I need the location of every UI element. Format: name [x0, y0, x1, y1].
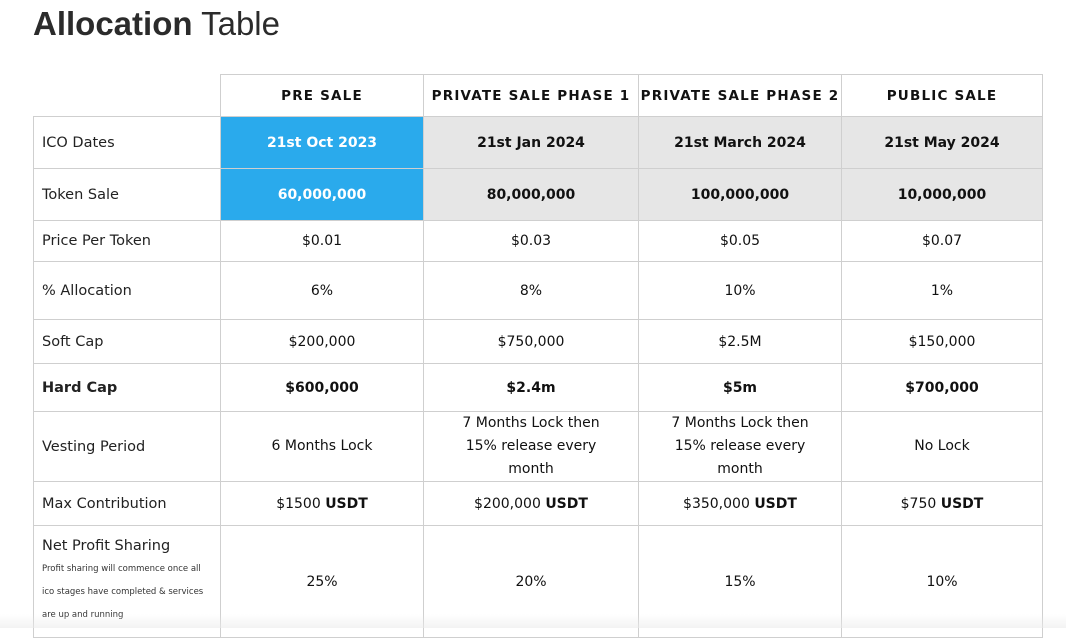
ico-date-cell: 21st May 2024	[841, 116, 1043, 169]
row-label: Hard Cap	[33, 363, 221, 412]
currency-unit: USDT	[940, 495, 984, 512]
price-cell: $0.05	[638, 220, 842, 262]
vesting-cell: 6 Months Lock	[220, 411, 424, 482]
max-contribution-cell: $1500 USDT	[220, 481, 424, 526]
table-row-max-contribution: Max Contribution $1500 USDT $200,000 USD…	[33, 481, 1043, 526]
hard-cap-cell: $5m	[638, 363, 842, 412]
currency-unit: USDT	[545, 495, 588, 512]
phase-header-private-1: PRIVATE SALE PHASE 1	[423, 74, 639, 117]
page-title: Allocation Table	[33, 4, 280, 44]
soft-cap-cell: $150,000	[841, 319, 1043, 364]
table-row-net-profit-sharing: Net Profit Sharing Profit sharing will c…	[33, 525, 1043, 638]
vesting-cell: 7 Months Lock then 15% release every mon…	[423, 411, 639, 482]
header-row: PRE SALE PRIVATE SALE PHASE 1 PRIVATE SA…	[33, 74, 1043, 117]
allocation-cell: 6%	[220, 261, 424, 320]
table-row-soft-cap: Soft Cap $200,000 $750,000 $2.5M $150,00…	[33, 319, 1043, 364]
ico-date-cell: 21st Oct 2023	[220, 116, 424, 169]
phase-header-pre-sale: PRE SALE	[220, 74, 424, 117]
token-sale-cell: 80,000,000	[423, 168, 639, 221]
hard-cap-cell: $2.4m	[423, 363, 639, 412]
net-profit-cell: 15%	[638, 525, 842, 638]
max-contribution-cell: $750 USDT	[841, 481, 1043, 526]
soft-cap-cell: $750,000	[423, 319, 639, 364]
currency-unit: USDT	[325, 495, 368, 512]
soft-cap-cell: $2.5M	[638, 319, 842, 364]
allocation-cell: 10%	[638, 261, 842, 320]
hard-cap-cell: $700,000	[841, 363, 1043, 412]
soft-cap-cell: $200,000	[220, 319, 424, 364]
max-contribution-amount: $350,000	[683, 495, 750, 512]
price-cell: $0.07	[841, 220, 1043, 262]
table-row-hard-cap: Hard Cap $600,000 $2.4m $5m $700,000	[33, 363, 1043, 412]
table-row-vesting-period: Vesting Period 6 Months Lock 7 Months Lo…	[33, 411, 1043, 482]
max-contribution-cell: $350,000 USDT	[638, 481, 842, 526]
price-cell: $0.03	[423, 220, 639, 262]
net-profit-cell: 10%	[841, 525, 1043, 638]
max-contribution-amount: $200,000	[474, 495, 541, 512]
net-profit-note: Profit sharing will commence once all ic…	[42, 564, 204, 620]
price-cell: $0.01	[220, 220, 424, 262]
net-profit-label-cell: Net Profit Sharing Profit sharing will c…	[33, 525, 221, 638]
header-corner	[33, 74, 221, 117]
page-title-rest: Table	[201, 5, 280, 42]
table-row-token-sale: Token Sale 60,000,000 80,000,000 100,000…	[33, 168, 1043, 221]
row-label: % Allocation	[33, 261, 221, 320]
phase-header-private-2: PRIVATE SALE PHASE 2	[638, 74, 842, 117]
hard-cap-cell: $600,000	[220, 363, 424, 412]
table-row-price-per-token: Price Per Token $0.01 $0.03 $0.05 $0.07	[33, 220, 1043, 262]
token-sale-cell: 100,000,000	[638, 168, 842, 221]
token-sale-cell: 60,000,000	[220, 168, 424, 221]
max-contribution-cell: $200,000 USDT	[423, 481, 639, 526]
allocation-cell: 1%	[841, 261, 1043, 320]
row-label: Soft Cap	[33, 319, 221, 364]
net-profit-cell: 20%	[423, 525, 639, 638]
row-label: Vesting Period	[33, 411, 221, 482]
vesting-cell: 7 Months Lock then 15% release every mon…	[638, 411, 842, 482]
phase-header-public: PUBLIC SALE	[841, 74, 1043, 117]
max-contribution-amount: $1500	[276, 495, 321, 512]
table-row-ico-dates: ICO Dates 21st Oct 2023 21st Jan 2024 21…	[33, 116, 1043, 169]
token-sale-cell: 10,000,000	[841, 168, 1043, 221]
row-label: Token Sale	[33, 168, 221, 221]
net-profit-cell: 25%	[220, 525, 424, 638]
table-row-allocation: % Allocation 6% 8% 10% 1%	[33, 261, 1043, 320]
ico-date-cell: 21st Jan 2024	[423, 116, 639, 169]
ico-date-cell: 21st March 2024	[638, 116, 842, 169]
row-label: Max Contribution	[33, 481, 221, 526]
row-label: Net Profit Sharing	[42, 538, 171, 554]
allocation-cell: 8%	[423, 261, 639, 320]
allocation-table: PRE SALE PRIVATE SALE PHASE 1 PRIVATE SA…	[33, 74, 1043, 638]
max-contribution-amount: $750	[900, 495, 937, 512]
row-label: Price Per Token	[33, 220, 221, 262]
page-title-bold: Allocation	[33, 5, 193, 42]
currency-unit: USDT	[754, 495, 797, 512]
row-label: ICO Dates	[33, 116, 221, 169]
vesting-cell: No Lock	[841, 411, 1043, 482]
